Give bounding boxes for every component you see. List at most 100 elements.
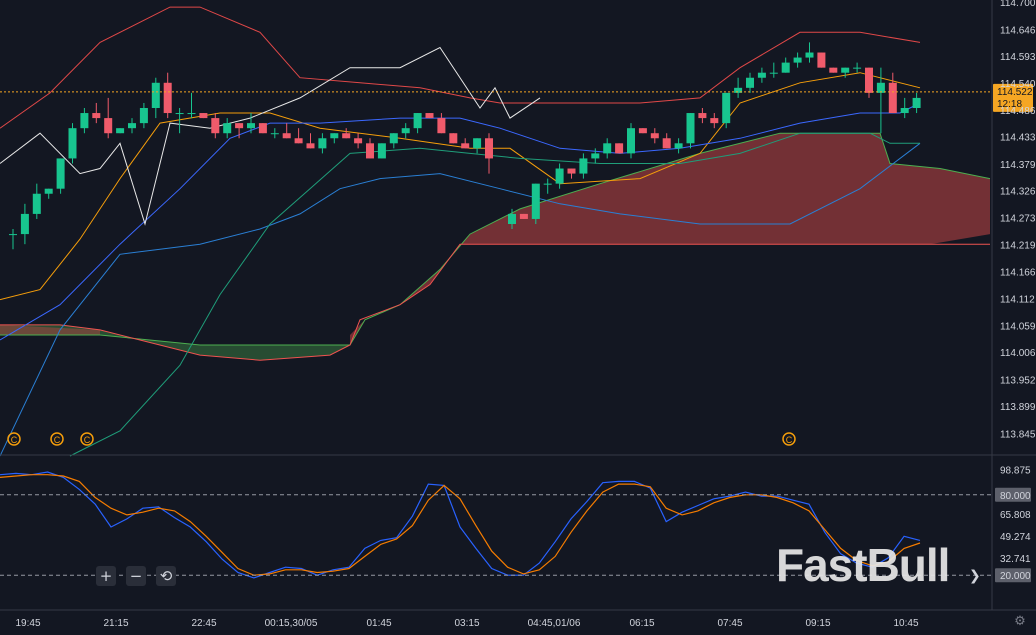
price-tick-label: 114.059	[1000, 321, 1036, 332]
cloud-bearish-left	[0, 324, 100, 335]
candle-body	[805, 52, 814, 58]
indicator-line-cyan	[0, 142, 921, 457]
oscillator-tick-label: 98.875	[1000, 466, 1031, 477]
candle-body	[793, 57, 802, 63]
stochastic-pane	[0, 471, 921, 579]
candle-body	[734, 87, 743, 93]
scroll-right-icon[interactable]: ❯	[969, 568, 981, 584]
candle-body	[80, 113, 89, 129]
candle-body	[163, 82, 172, 114]
time-tick-label: 09:15	[805, 618, 830, 629]
price-tick-label: 114.700	[1000, 0, 1036, 9]
candle-body	[282, 133, 291, 139]
gear-icon[interactable]: ⚙	[1014, 614, 1026, 629]
price-tick-label: 114.433	[1000, 133, 1036, 144]
oscillator-tick-label: 20.000	[1000, 571, 1031, 582]
candle-body	[591, 153, 600, 159]
watermark-logo: FastBull	[776, 539, 950, 591]
indicator-line-bbMid	[0, 72, 921, 301]
candle-body	[769, 72, 778, 74]
event-marker-icon	[50, 432, 64, 446]
candle-body	[853, 67, 862, 69]
price-tick-label: 113.952	[1000, 375, 1036, 386]
candle-body	[888, 82, 897, 114]
candle-body	[306, 143, 315, 149]
candle-body	[543, 183, 552, 185]
candle-body	[175, 113, 184, 115]
time-tick-label: 10:45	[893, 618, 918, 629]
countdown-label: 12:18	[997, 99, 1022, 110]
candle-body	[92, 113, 101, 119]
indicator-line-blue	[0, 102, 921, 341]
stochastic-line-d	[0, 474, 921, 576]
price-tick-label: 114.379	[1000, 160, 1036, 171]
candle-body	[829, 67, 838, 73]
indicator-line-bbUpper	[0, 6, 921, 129]
candle-body	[485, 138, 493, 159]
candle-body	[627, 128, 635, 154]
candle-body	[579, 158, 588, 174]
candle-body	[318, 138, 327, 149]
candle-body	[817, 52, 826, 68]
candle-body	[603, 143, 612, 154]
candle-body	[508, 213, 516, 224]
event-marker-glyph: C	[786, 435, 793, 445]
time-tick-label: 07:45	[717, 618, 742, 629]
candle-body	[900, 108, 909, 114]
zoom-in-button[interactable]: +	[96, 566, 116, 586]
time-tick-label: 03:15	[454, 618, 479, 629]
candle-body	[401, 128, 410, 134]
candles	[9, 42, 921, 250]
candle-body	[413, 113, 422, 129]
candle-body	[650, 133, 659, 139]
candle-body	[865, 67, 873, 93]
candle-body	[710, 118, 719, 124]
price-tick-label: 114.166	[1000, 267, 1036, 278]
time-tick-label: 21:15	[103, 618, 128, 629]
reset-chart-button[interactable]: ⟲	[156, 566, 176, 586]
price-tick-label: 114.219	[1000, 241, 1036, 252]
price-tick-label: 113.899	[1000, 402, 1036, 413]
price-tick-label: 114.326	[1000, 187, 1036, 198]
candle-body	[139, 108, 148, 124]
candle-body	[56, 158, 65, 189]
last-price-label: 114.522	[997, 87, 1033, 98]
indicator-lines	[0, 6, 921, 457]
candle-body	[615, 143, 624, 154]
candle-body	[473, 138, 482, 149]
level-tag	[995, 568, 1031, 583]
price-tick-label: 114.112	[1000, 295, 1035, 306]
last-price-tag	[993, 83, 1033, 112]
price-tick-label: 114.646	[1000, 25, 1036, 36]
candle-body	[377, 143, 386, 159]
candle-body	[746, 77, 754, 88]
senkou-span-b	[0, 243, 990, 361]
oscillator-tick-label: 65.808	[1000, 510, 1031, 521]
candle-body	[211, 118, 220, 134]
candle-body	[638, 128, 647, 134]
candle-body	[9, 234, 17, 236]
time-tick-label: 00:15,30/05	[265, 618, 318, 629]
time-tick-label: 01:45	[366, 618, 391, 629]
candle-body	[20, 213, 29, 235]
oscillator-tick-label: 80.000	[1000, 491, 1031, 502]
price-tick-label: 114.006	[1000, 348, 1036, 359]
senkou-span-a	[0, 132, 991, 346]
event-marker-icon	[782, 432, 796, 446]
candle-body	[555, 168, 564, 184]
zoom-out-button[interactable]: −	[126, 566, 146, 586]
event-marker-glyph: C	[84, 435, 91, 445]
candle-body	[366, 143, 374, 159]
candle-body	[223, 123, 232, 134]
candle-body	[531, 183, 540, 219]
candle-body	[235, 123, 244, 129]
event-marker-icon	[7, 432, 21, 446]
candle-body	[781, 62, 790, 73]
candle-body	[68, 128, 77, 159]
candle-body	[876, 82, 885, 93]
candle-body	[354, 138, 363, 144]
candle-body	[104, 118, 113, 134]
